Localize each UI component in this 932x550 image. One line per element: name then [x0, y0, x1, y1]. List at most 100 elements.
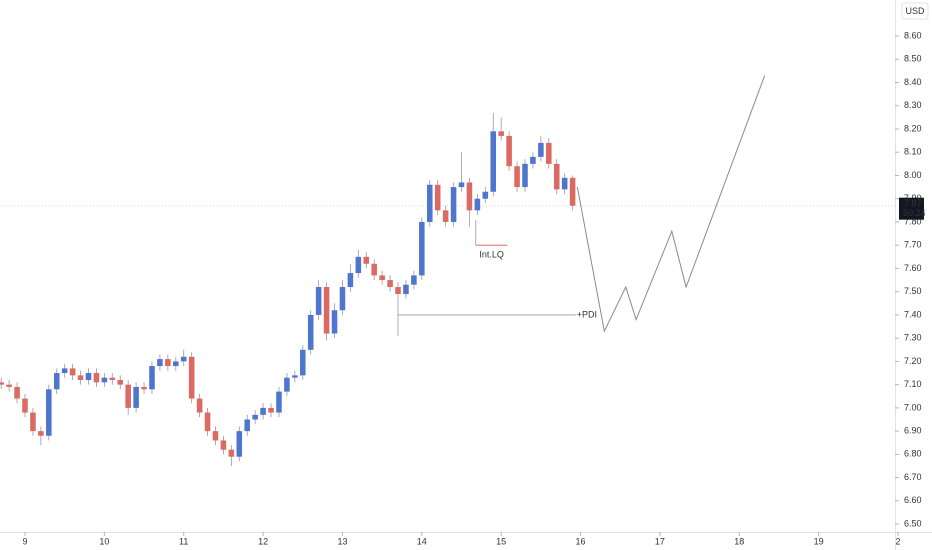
countdown: 50:24 — [903, 208, 926, 218]
candle-body — [220, 440, 227, 450]
candle-body — [149, 366, 155, 390]
candle-body — [109, 377, 116, 380]
candle-body — [61, 368, 68, 374]
candle-body — [379, 275, 385, 281]
candle-body — [490, 131, 497, 192]
candle-body — [101, 377, 108, 383]
annotation-label: +PDI — [577, 309, 597, 319]
candle-body — [38, 431, 44, 436]
x-tick-label: 16 — [576, 536, 586, 546]
candle-body — [419, 221, 425, 276]
candle-body — [276, 391, 282, 413]
x-tick-label: 10 — [99, 536, 109, 546]
x-tick-label: 12 — [258, 536, 268, 546]
y-tick-label: 7.00 — [904, 402, 922, 412]
candle-body — [553, 163, 560, 190]
y-tick-label: 7.50 — [904, 286, 922, 296]
y-tick-label: 6.80 — [904, 449, 922, 459]
x-tick-label: 9 — [22, 536, 27, 546]
candle-body — [395, 287, 401, 295]
y-tick-label: 6.60 — [904, 495, 922, 505]
candle-body — [371, 263, 377, 276]
y-tick-label: 8.50 — [904, 54, 922, 64]
candle-body — [482, 191, 489, 199]
candle-body — [180, 356, 187, 362]
y-tick-label: 6.70 — [904, 472, 922, 482]
currency: USD — [905, 6, 925, 16]
y-tick-label: 7.10 — [904, 379, 922, 389]
candle-body — [204, 412, 211, 432]
y-tick-label: 7.60 — [904, 263, 922, 273]
candle-body — [466, 182, 473, 211]
candle-body — [0, 382, 4, 385]
candle-body — [323, 287, 330, 334]
candle-body — [403, 284, 409, 295]
candle-body — [46, 389, 52, 436]
candle-body — [538, 142, 544, 157]
candle-body — [157, 359, 163, 367]
candle-body — [268, 407, 274, 413]
candle-body — [125, 384, 131, 408]
candle-body — [458, 182, 465, 188]
y-tick-label: 7.20 — [904, 356, 922, 366]
candle-body — [93, 373, 100, 383]
y-tick-label: 8.40 — [904, 77, 922, 87]
candle-body — [426, 184, 433, 222]
x-tick-label: 18 — [734, 536, 744, 546]
y-tick-label: 7.30 — [904, 333, 922, 343]
x-tick-label: 15 — [496, 536, 506, 546]
candle-body — [260, 407, 266, 415]
y-tick-label: 8.30 — [904, 100, 922, 110]
candle-body — [165, 359, 171, 367]
x-tick-label: 14 — [417, 536, 427, 546]
candle-body — [228, 449, 235, 457]
candle-body — [514, 166, 520, 188]
candle-body — [77, 375, 84, 380]
candle-body — [530, 156, 536, 164]
candle-body — [173, 361, 179, 367]
candle-body — [14, 386, 20, 399]
y-tick-label: 7.40 — [904, 309, 922, 319]
candle-body — [315, 287, 322, 315]
candle-body — [196, 398, 203, 413]
candle-body — [244, 419, 250, 432]
candle-body — [434, 184, 441, 211]
y-tick-label: 7.80 — [904, 216, 922, 226]
candle-body — [212, 431, 219, 441]
y-tick-label: 6.50 — [904, 518, 922, 528]
candle-body — [141, 386, 147, 390]
y-tick-label: 8.60 — [904, 30, 922, 40]
candle-body — [133, 386, 139, 408]
candle-body — [299, 349, 306, 376]
candle-body — [569, 177, 576, 206]
candle-body — [53, 373, 60, 390]
y-tick-label: 8.00 — [904, 170, 922, 180]
projection-path — [576, 75, 766, 333]
currency-box[interactable] — [901, 2, 929, 20]
last-price-box — [899, 197, 924, 220]
candle-body — [236, 431, 243, 457]
candle-body — [69, 368, 76, 376]
x-tick-label: 19 — [814, 536, 824, 546]
candle-body — [363, 256, 370, 264]
candle-body — [506, 135, 512, 167]
candle-body — [450, 187, 457, 222]
candle-body — [30, 412, 36, 432]
annotation-label: Int.LQ — [479, 250, 504, 260]
y-tick-label: 8.10 — [904, 147, 922, 157]
candle-body — [498, 131, 504, 136]
candle-body — [387, 280, 393, 288]
candle-body — [292, 375, 298, 378]
x-tick-label: 11 — [179, 536, 188, 546]
candle-body — [339, 287, 346, 311]
candle-body — [546, 142, 552, 164]
candle-body — [411, 275, 417, 285]
x-tick-label: 13 — [337, 536, 347, 546]
candle-body — [331, 310, 338, 334]
y-tick-label: 6.90 — [904, 426, 922, 436]
candle-body — [85, 373, 92, 380]
y-tick-label: 7.70 — [904, 240, 922, 250]
candle-body — [522, 163, 528, 188]
candle-body — [22, 398, 28, 413]
